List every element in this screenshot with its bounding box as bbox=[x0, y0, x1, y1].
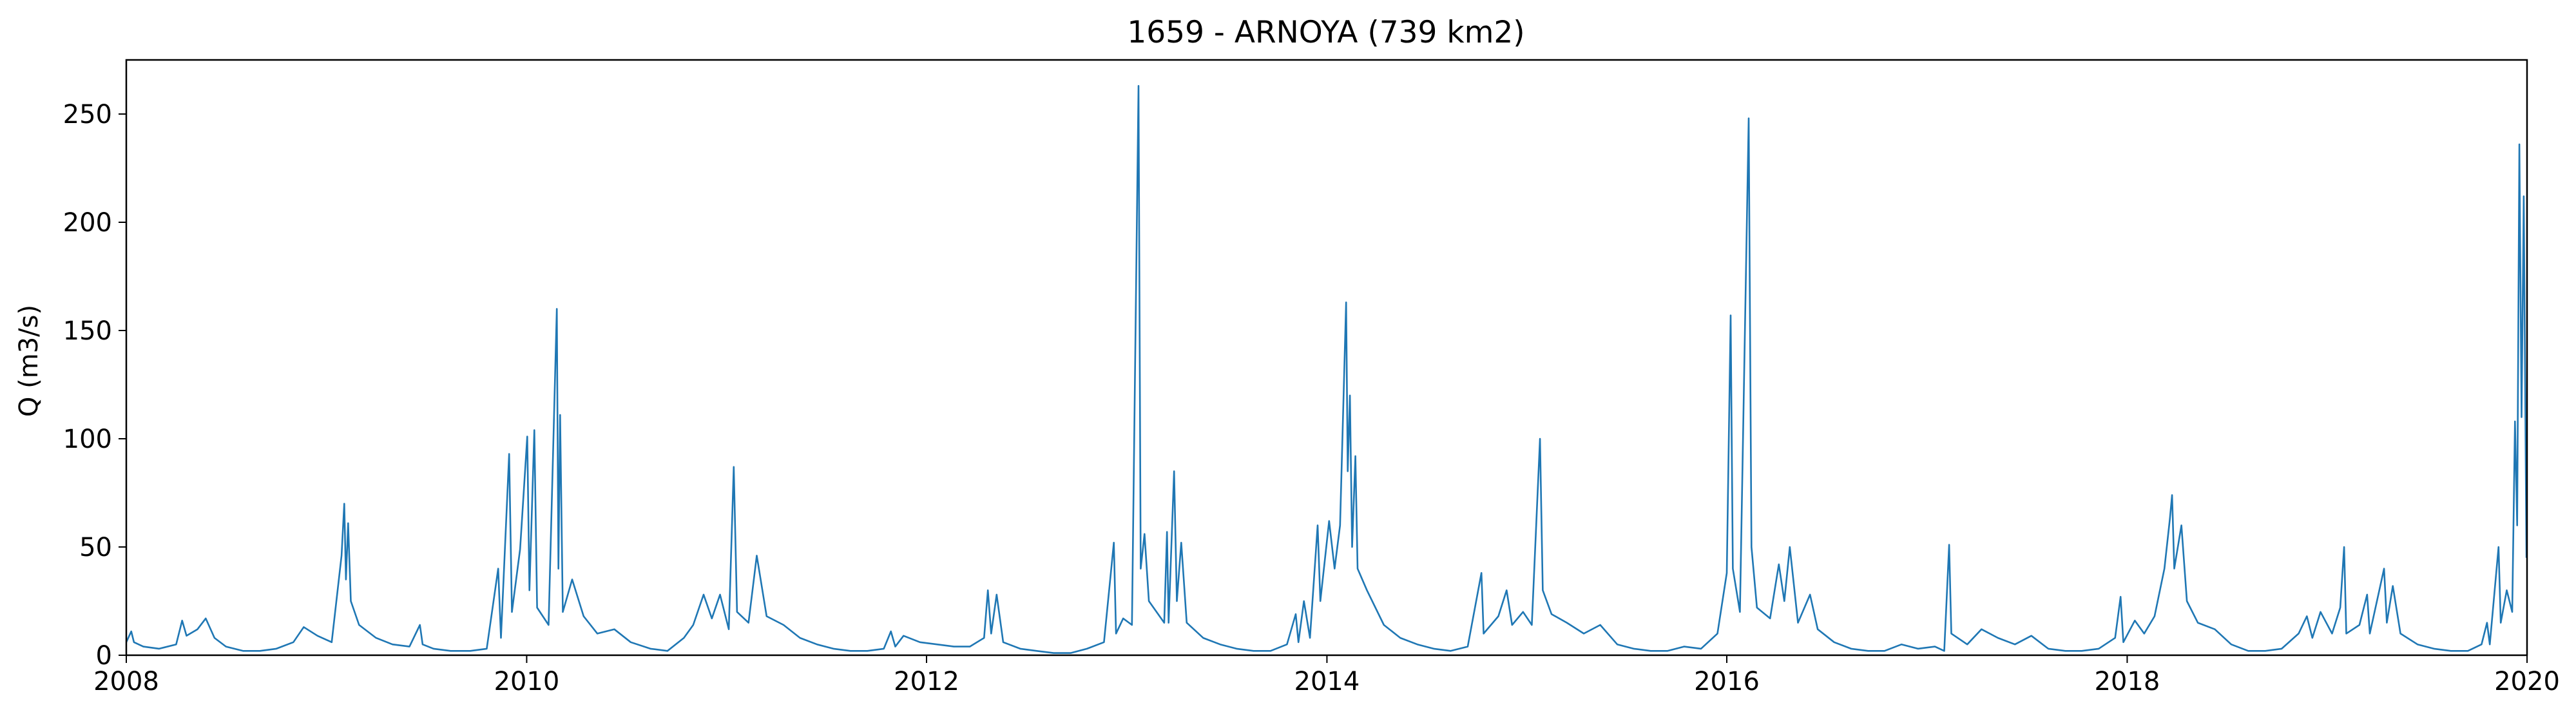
x-tick-label: 2010 bbox=[494, 667, 560, 696]
x-tick-label: 2016 bbox=[1694, 667, 1760, 696]
x-tick-label: 2012 bbox=[894, 667, 959, 696]
x-tick-label: 2020 bbox=[2494, 667, 2560, 696]
x-tick-label: 2018 bbox=[2095, 667, 2160, 696]
y-tick-label: 200 bbox=[63, 208, 112, 238]
y-axis-label: Q (m3/s) bbox=[14, 305, 44, 417]
y-tick-label: 150 bbox=[63, 316, 112, 346]
y-tick-label: 250 bbox=[63, 100, 112, 129]
y-tick-label: 50 bbox=[79, 533, 112, 562]
y-tick-label: 0 bbox=[96, 641, 112, 671]
x-tick-label: 2014 bbox=[1294, 667, 1360, 696]
series-line-0 bbox=[125, 85, 2528, 654]
plot-area bbox=[125, 85, 2528, 654]
x-tick-label: 2008 bbox=[93, 667, 159, 696]
chart-title: 1659 - ARNOYA (739 km2) bbox=[1127, 15, 1524, 50]
axes-frame bbox=[125, 59, 2528, 657]
y-axis-ticks: 0 50 100 150 200 250 bbox=[63, 100, 126, 671]
y-tick-label: 100 bbox=[63, 425, 112, 454]
x-axis-ticks: 2008 2010 2012 2014 2016 2018 2020 bbox=[93, 655, 2560, 696]
